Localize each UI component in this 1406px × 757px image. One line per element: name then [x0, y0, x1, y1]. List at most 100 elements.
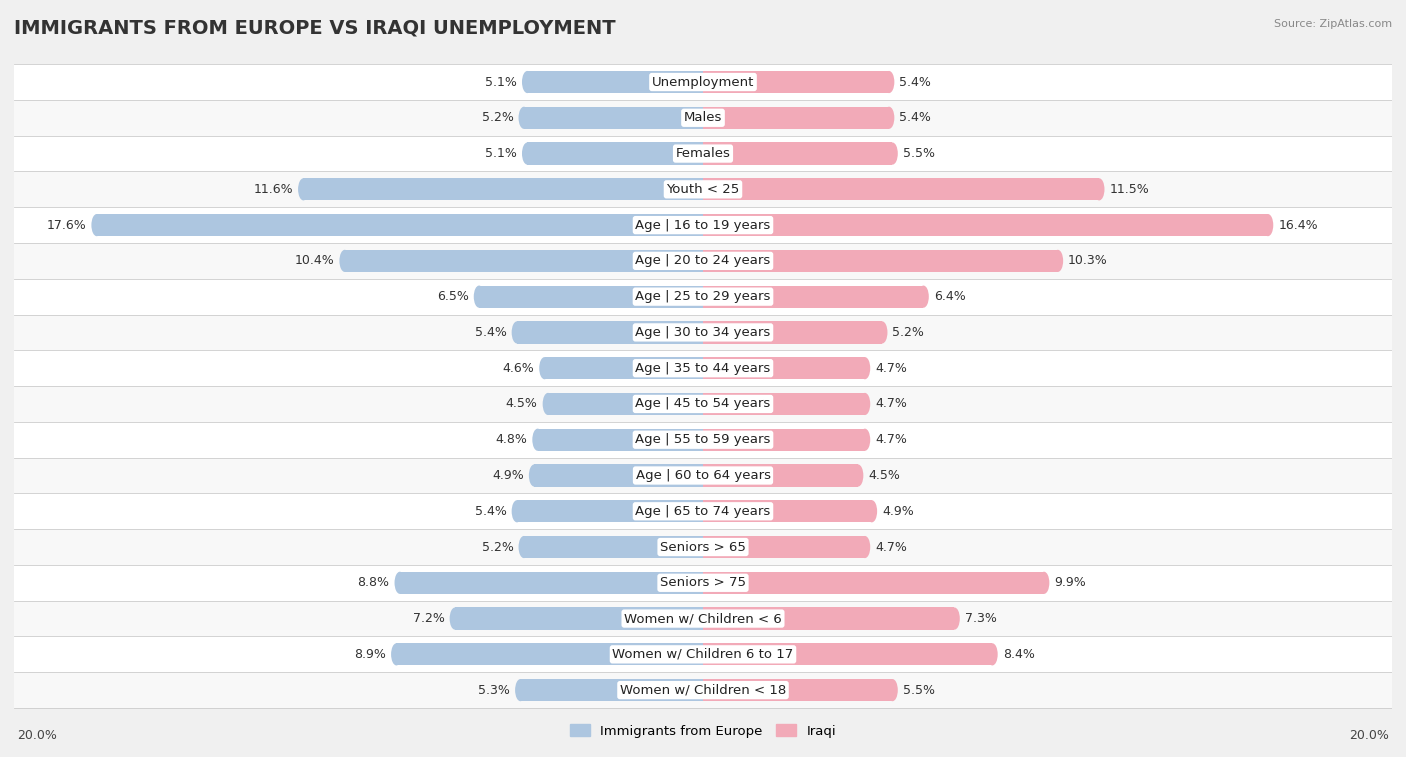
Bar: [14, 279, 1392, 314]
Ellipse shape: [395, 572, 405, 594]
Bar: [703, 536, 865, 558]
Bar: [14, 136, 1392, 171]
Ellipse shape: [866, 500, 877, 522]
Bar: [14, 458, 1392, 494]
Text: 11.5%: 11.5%: [1109, 183, 1149, 196]
Bar: [14, 672, 1392, 708]
Text: 5.2%: 5.2%: [482, 111, 513, 124]
Text: 9.9%: 9.9%: [1054, 576, 1085, 589]
Text: 8.8%: 8.8%: [357, 576, 389, 589]
Text: 5.2%: 5.2%: [482, 540, 513, 553]
Text: 4.7%: 4.7%: [875, 433, 907, 446]
Bar: [344, 250, 703, 272]
Bar: [456, 607, 703, 630]
Bar: [703, 679, 893, 701]
Ellipse shape: [533, 428, 543, 451]
Bar: [703, 500, 872, 522]
Text: Age | 60 to 64 years: Age | 60 to 64 years: [636, 469, 770, 482]
Ellipse shape: [1263, 214, 1274, 236]
Text: Age | 45 to 54 years: Age | 45 to 54 years: [636, 397, 770, 410]
Text: 5.3%: 5.3%: [478, 684, 510, 696]
Text: 5.5%: 5.5%: [903, 147, 935, 160]
Ellipse shape: [298, 178, 309, 201]
Ellipse shape: [450, 607, 460, 630]
Text: 6.5%: 6.5%: [437, 290, 468, 303]
Text: Age | 35 to 44 years: Age | 35 to 44 years: [636, 362, 770, 375]
Bar: [396, 643, 703, 665]
Bar: [703, 71, 889, 93]
Text: Age | 30 to 34 years: Age | 30 to 34 years: [636, 326, 770, 339]
Ellipse shape: [1039, 572, 1049, 594]
Text: 5.4%: 5.4%: [900, 111, 931, 124]
Text: 6.4%: 6.4%: [934, 290, 966, 303]
Bar: [14, 637, 1392, 672]
Text: 4.7%: 4.7%: [875, 362, 907, 375]
Bar: [97, 214, 703, 236]
Bar: [479, 285, 703, 308]
Ellipse shape: [884, 107, 894, 129]
Ellipse shape: [887, 679, 898, 701]
Text: 4.7%: 4.7%: [875, 540, 907, 553]
Ellipse shape: [543, 393, 554, 415]
Bar: [703, 142, 893, 165]
Ellipse shape: [859, 536, 870, 558]
Bar: [14, 601, 1392, 637]
Text: 8.4%: 8.4%: [1002, 648, 1035, 661]
Ellipse shape: [515, 679, 526, 701]
Bar: [14, 565, 1392, 601]
Ellipse shape: [949, 607, 960, 630]
Bar: [703, 393, 865, 415]
Bar: [517, 500, 703, 522]
Bar: [703, 214, 1268, 236]
Ellipse shape: [522, 142, 533, 165]
Text: Seniors > 75: Seniors > 75: [659, 576, 747, 589]
Bar: [14, 100, 1392, 136]
Text: Women w/ Children < 18: Women w/ Children < 18: [620, 684, 786, 696]
Bar: [703, 178, 1099, 201]
Bar: [14, 207, 1392, 243]
Ellipse shape: [519, 107, 529, 129]
Ellipse shape: [540, 357, 550, 379]
Ellipse shape: [859, 428, 870, 451]
Ellipse shape: [474, 285, 485, 308]
Text: Age | 25 to 29 years: Age | 25 to 29 years: [636, 290, 770, 303]
Text: 10.3%: 10.3%: [1069, 254, 1108, 267]
Bar: [703, 250, 1057, 272]
Text: 5.1%: 5.1%: [485, 147, 517, 160]
Ellipse shape: [987, 643, 998, 665]
Text: 4.5%: 4.5%: [506, 397, 537, 410]
Text: 4.7%: 4.7%: [875, 397, 907, 410]
Text: Seniors > 65: Seniors > 65: [659, 540, 747, 553]
Bar: [520, 679, 703, 701]
Bar: [14, 422, 1392, 458]
Bar: [544, 357, 703, 379]
Bar: [703, 643, 993, 665]
Text: 5.1%: 5.1%: [485, 76, 517, 89]
Bar: [537, 428, 703, 451]
Bar: [14, 386, 1392, 422]
Text: 16.4%: 16.4%: [1278, 219, 1317, 232]
Ellipse shape: [877, 321, 887, 344]
Ellipse shape: [918, 285, 929, 308]
Text: Age | 55 to 59 years: Age | 55 to 59 years: [636, 433, 770, 446]
Text: 7.2%: 7.2%: [413, 612, 444, 625]
Text: 11.6%: 11.6%: [253, 183, 292, 196]
Bar: [14, 350, 1392, 386]
Bar: [703, 607, 955, 630]
Bar: [548, 393, 703, 415]
Legend: Immigrants from Europe, Iraqi: Immigrants from Europe, Iraqi: [565, 719, 841, 743]
Ellipse shape: [1094, 178, 1105, 201]
Bar: [703, 107, 889, 129]
Bar: [703, 464, 858, 487]
Text: 4.5%: 4.5%: [869, 469, 900, 482]
Text: Source: ZipAtlas.com: Source: ZipAtlas.com: [1274, 19, 1392, 29]
Bar: [703, 321, 882, 344]
Text: 20.0%: 20.0%: [1350, 729, 1389, 742]
Bar: [524, 536, 703, 558]
Bar: [527, 71, 703, 93]
Text: 5.4%: 5.4%: [475, 505, 506, 518]
Bar: [703, 428, 865, 451]
Text: 17.6%: 17.6%: [46, 219, 86, 232]
Ellipse shape: [852, 464, 863, 487]
Text: 4.8%: 4.8%: [495, 433, 527, 446]
